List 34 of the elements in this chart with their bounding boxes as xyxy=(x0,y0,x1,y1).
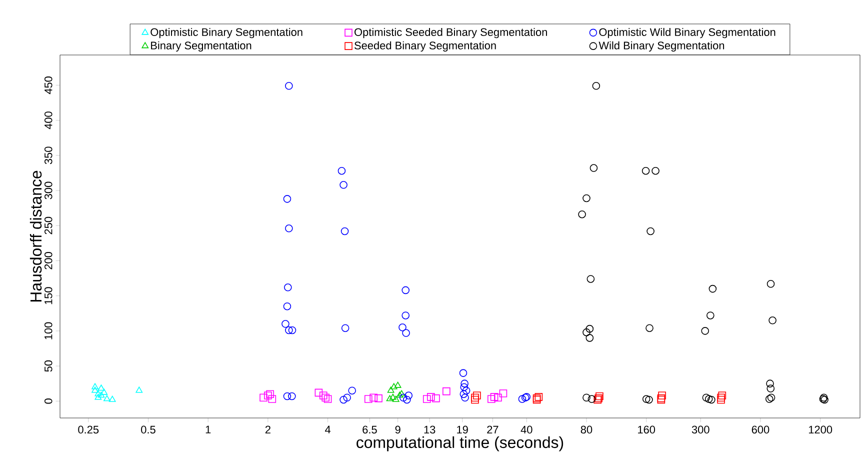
x-tick-label: 9 xyxy=(395,426,400,434)
y-tick-label: 450 xyxy=(44,76,52,94)
x-tick-label: 19 xyxy=(457,426,468,434)
legend-label: Optimistic Wild Binary Segmentation xyxy=(599,28,776,38)
x-tick-label: 1200 xyxy=(808,426,832,434)
legend-label: Seeded Binary Segmentation xyxy=(354,41,496,52)
y-tick-label: 50 xyxy=(44,360,52,372)
x-tick-label: 6.5 xyxy=(362,426,377,434)
legend-label: Optimistic Binary Segmentation xyxy=(150,28,302,38)
x-tick-label: 4 xyxy=(325,426,331,434)
x-axis-title: computational time (seconds) xyxy=(356,436,564,452)
x-tick-label: 160 xyxy=(638,426,656,434)
y-axis-title: Hausdorff distance xyxy=(30,170,42,302)
y-tick-label: 250 xyxy=(44,216,52,234)
x-tick-label: 0.25 xyxy=(78,426,99,434)
y-tick-label: 400 xyxy=(44,112,52,130)
x-tick-label: 2 xyxy=(265,426,270,434)
x-tick-label: 300 xyxy=(692,426,710,434)
y-tick-label: 0 xyxy=(44,398,52,404)
x-tick-label: 40 xyxy=(520,426,532,434)
legend-label: Optimistic Seeded Binary Segmentation xyxy=(354,28,547,38)
legend-label: Wild Binary Segmentation xyxy=(598,41,724,52)
y-tick-label: 200 xyxy=(44,252,52,270)
legend-label: Binary Segmentation xyxy=(151,41,252,52)
x-tick-label: 13 xyxy=(424,426,436,434)
x-tick-label: 80 xyxy=(580,426,592,434)
x-tick-label: 600 xyxy=(752,426,770,434)
y-tick-label: 150 xyxy=(44,287,52,304)
y-tick-label: 100 xyxy=(44,322,52,340)
y-tick-label: 300 xyxy=(44,182,52,200)
x-tick-label: 1 xyxy=(206,426,211,434)
y-tick-label: 350 xyxy=(44,146,52,164)
x-tick-label: 0.5 xyxy=(141,426,156,434)
x-tick-label: 27 xyxy=(487,426,498,434)
